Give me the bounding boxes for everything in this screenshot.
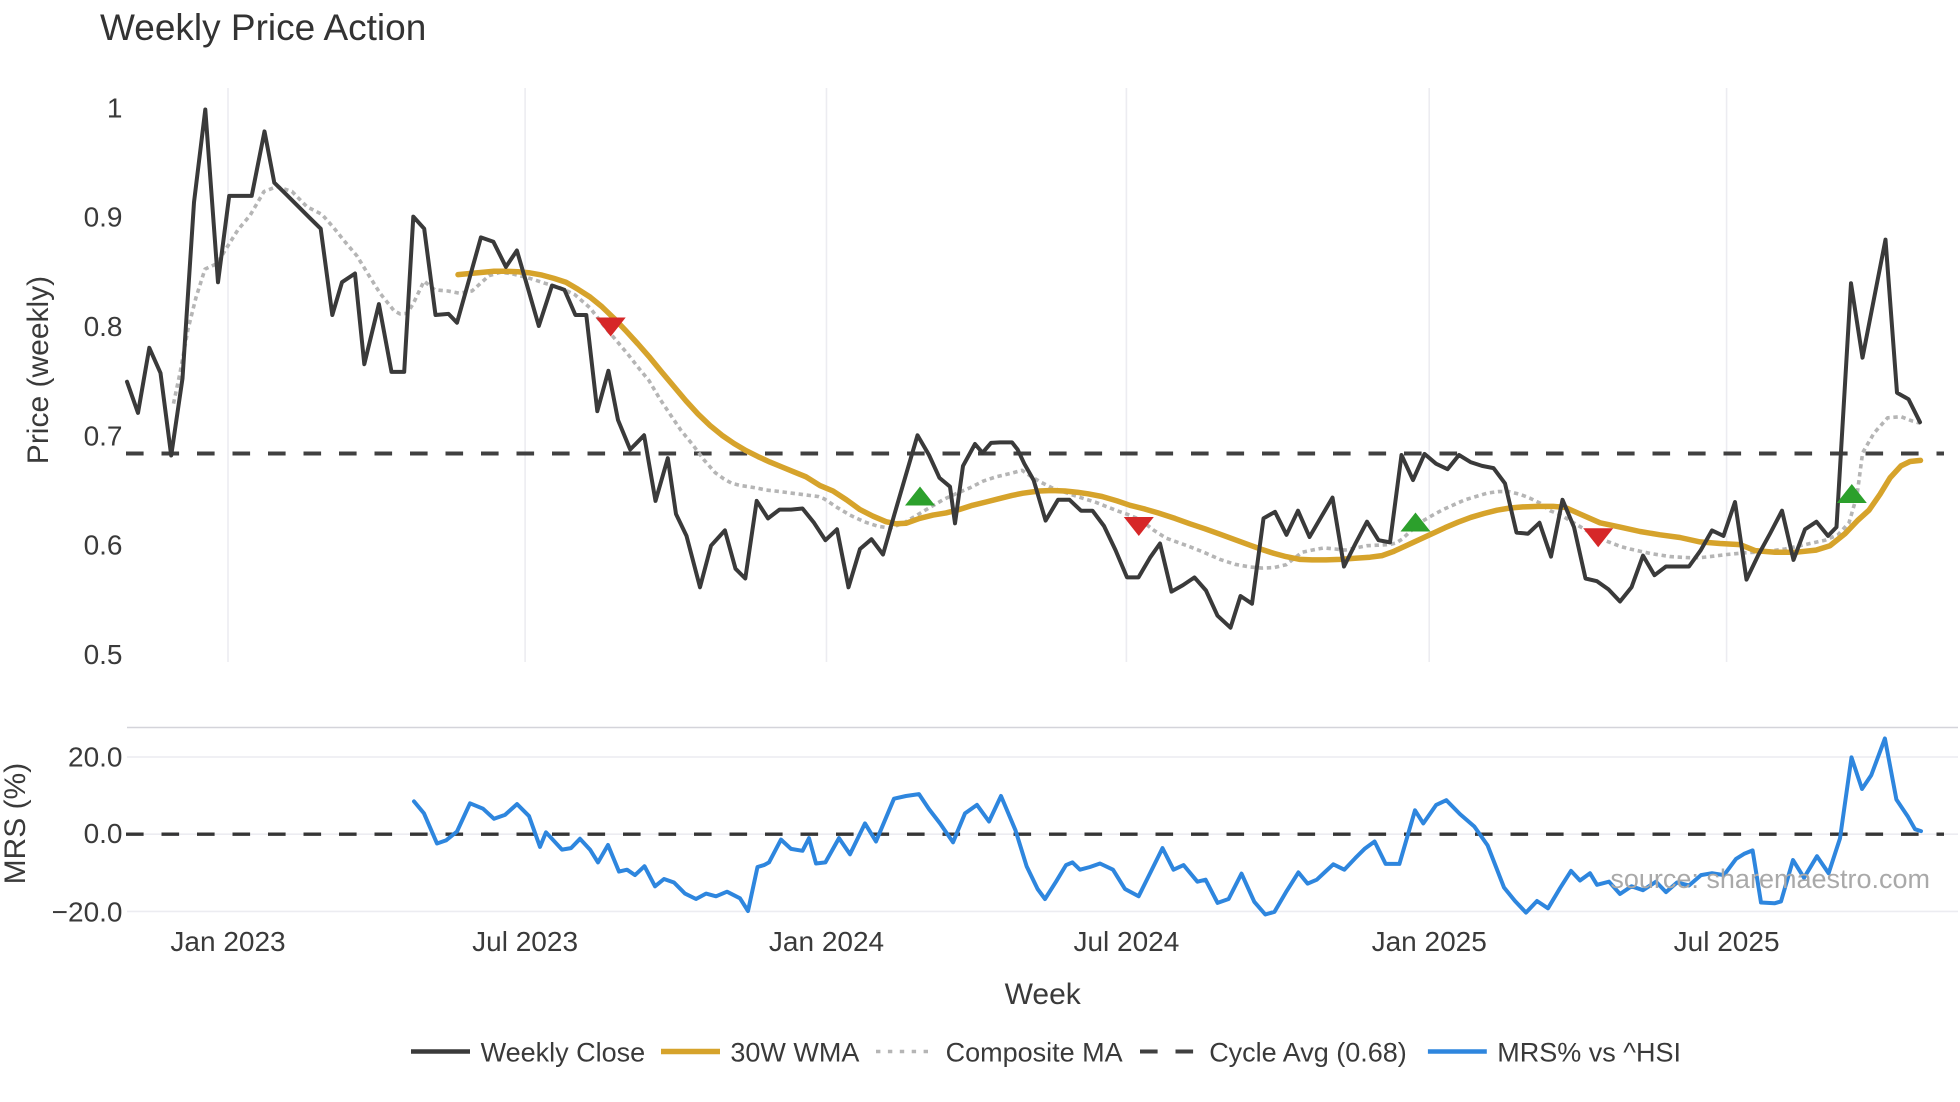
svg-text:0.7: 0.7	[84, 420, 123, 451]
svg-text:20.0: 20.0	[68, 742, 123, 773]
svg-text:Jul 2023: Jul 2023	[472, 926, 578, 957]
svg-text:Composite MA: Composite MA	[946, 1038, 1123, 1068]
svg-text:Cycle Avg (0.68): Cycle Avg (0.68)	[1209, 1038, 1407, 1068]
svg-text:Week: Week	[1005, 978, 1082, 1011]
svg-text:0.9: 0.9	[84, 202, 123, 233]
svg-text:Jan 2023: Jan 2023	[170, 926, 285, 957]
svg-text:Jan 2024: Jan 2024	[769, 926, 884, 957]
svg-text:MRS% vs ^HSI: MRS% vs ^HSI	[1497, 1038, 1681, 1068]
svg-text:0.8: 0.8	[84, 311, 123, 342]
svg-text:Price (weekly): Price (weekly)	[22, 276, 55, 464]
svg-text:Weekly Price Action: Weekly Price Action	[100, 7, 426, 48]
svg-text:1: 1	[107, 92, 123, 123]
svg-text:Jul 2024: Jul 2024	[1073, 926, 1179, 957]
svg-text:Jul 2025: Jul 2025	[1674, 926, 1780, 957]
svg-text:0.6: 0.6	[84, 530, 123, 561]
svg-text:30W WMA: 30W WMA	[730, 1038, 859, 1068]
svg-text:Jan 2025: Jan 2025	[1372, 926, 1487, 957]
svg-text:source: sharemaestro.com: source: sharemaestro.com	[1610, 864, 1930, 894]
svg-text:Weekly Close: Weekly Close	[481, 1038, 646, 1068]
svg-text:0.0: 0.0	[84, 818, 123, 849]
svg-text:0.5: 0.5	[84, 639, 123, 670]
svg-text:−20.0: −20.0	[52, 897, 123, 928]
svg-text:MRS (%): MRS (%)	[0, 763, 32, 885]
